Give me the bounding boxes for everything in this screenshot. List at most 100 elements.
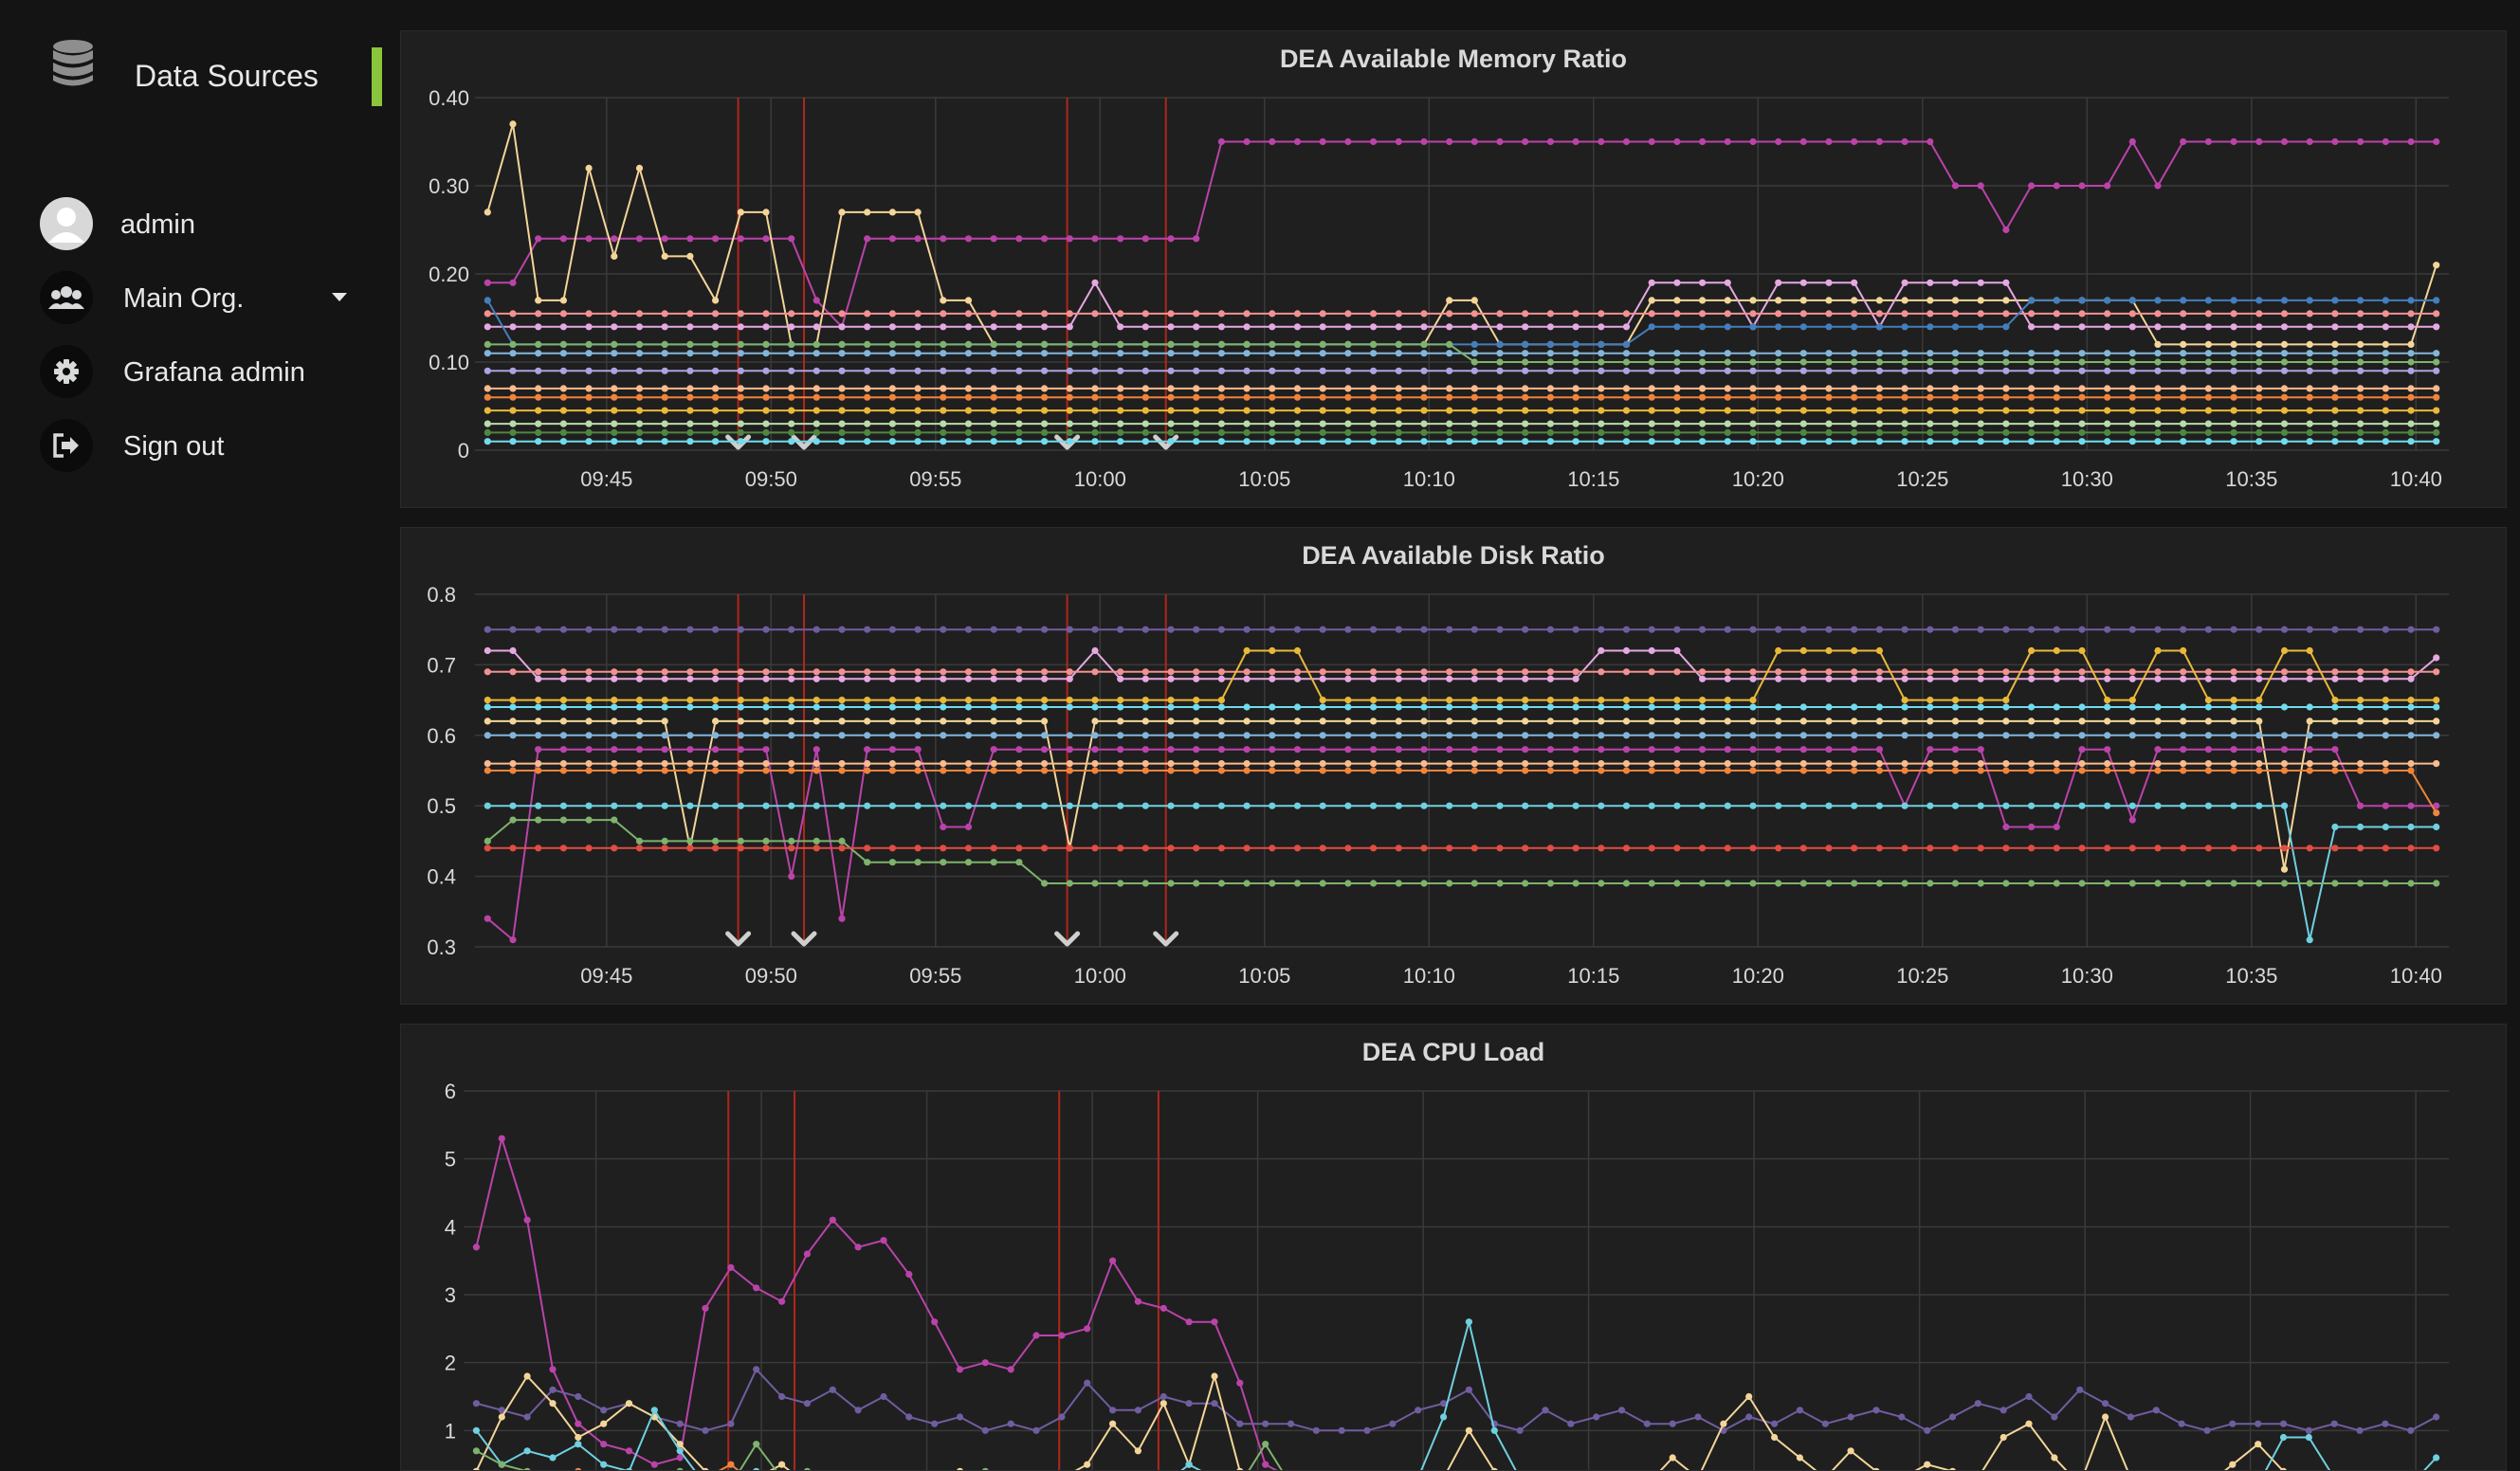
data-point [509, 279, 517, 286]
data-point [1243, 646, 1251, 655]
data-point [1673, 279, 1681, 286]
data-point [1872, 1407, 1880, 1414]
data-point [1117, 310, 1124, 318]
data-point [990, 420, 997, 427]
data-point [523, 1413, 531, 1421]
data-point [1243, 668, 1251, 676]
data-point [1648, 746, 1655, 754]
data-point [1648, 385, 1655, 392]
data-point [1395, 675, 1402, 682]
data-point [2382, 626, 2389, 633]
data-point [1901, 350, 1908, 357]
data-point [2078, 367, 2086, 374]
data-point [813, 732, 820, 739]
data-point [1141, 235, 1149, 243]
data-point [2203, 1426, 2211, 1434]
data-point [2180, 323, 2187, 331]
data-point [1799, 137, 1807, 146]
data-point [1775, 760, 1782, 768]
data-point [1598, 732, 1605, 739]
data-point [2331, 297, 2339, 304]
data-point [864, 767, 871, 774]
data-point [611, 385, 618, 392]
data-point [509, 697, 517, 704]
data-point [2433, 880, 2440, 887]
data-point [2230, 385, 2237, 392]
data-point [1319, 668, 1326, 676]
series [484, 297, 2440, 348]
data-point [838, 844, 846, 852]
data-point [2280, 767, 2289, 774]
series [484, 844, 2440, 852]
data-point [2433, 1454, 2440, 1462]
data-point [940, 703, 947, 711]
x-tick-label: 09:50 [745, 467, 797, 491]
data-point [611, 407, 618, 414]
data-point [2331, 746, 2339, 754]
data-point [2078, 407, 2086, 414]
data-point [2204, 675, 2212, 682]
data-point [1041, 350, 1049, 357]
datasources-link[interactable]: Data Sources [0, 19, 389, 106]
data-point [1058, 1413, 1066, 1421]
data-point [484, 802, 491, 809]
data-point [1370, 428, 1378, 436]
data-point [1749, 137, 1757, 146]
data-point [712, 297, 720, 304]
data-point [914, 767, 922, 774]
data-point [1243, 340, 1251, 348]
data-point [585, 385, 593, 392]
x-tick-label: 10:00 [1074, 964, 1126, 988]
data-point [838, 767, 846, 774]
data-point [509, 310, 517, 318]
org-switcher[interactable]: Main Org. [0, 263, 389, 330]
data-point [1141, 697, 1149, 704]
data-point [1875, 407, 1883, 414]
data-point [2128, 626, 2136, 633]
data-point [2230, 323, 2237, 331]
data-point [611, 732, 618, 739]
data-point [888, 859, 897, 866]
data-point [2331, 393, 2339, 401]
data-point [1522, 358, 1529, 366]
data-point [864, 323, 871, 331]
data-point [838, 340, 846, 348]
data-point [1522, 717, 1529, 725]
data-point [2306, 340, 2313, 348]
profile-link[interactable]: admin [0, 190, 389, 256]
data-point [2306, 732, 2313, 739]
data-point [1699, 393, 1707, 401]
data-point [914, 235, 922, 243]
data-point [940, 844, 947, 852]
data-point [838, 310, 846, 318]
data-point [762, 428, 770, 436]
data-point [559, 385, 567, 392]
data-point [1546, 310, 1554, 318]
data-point [1293, 428, 1302, 436]
data-point [2305, 1433, 2312, 1442]
data-point [2028, 760, 2036, 768]
data-point [1446, 350, 1453, 357]
data-point [2229, 1461, 2237, 1468]
data-point [2230, 420, 2237, 427]
data-point [1673, 703, 1681, 711]
data-point [1749, 310, 1757, 318]
data-point [1015, 385, 1023, 392]
data-point [2154, 420, 2162, 427]
data-point [981, 1467, 989, 1470]
data-point [1117, 746, 1124, 754]
data-point [788, 407, 795, 414]
sign-out-link[interactable]: Sign out [0, 411, 389, 478]
data-point [1470, 844, 1478, 852]
data-point [1015, 760, 1023, 768]
data-point [1951, 279, 1960, 286]
data-point [1875, 420, 1883, 427]
data-point [2357, 340, 2365, 348]
data-point [1749, 385, 1757, 392]
data-point [1775, 717, 1782, 725]
data-point [804, 1467, 811, 1470]
grafana-admin-link[interactable]: Grafana admin [0, 337, 389, 404]
data-point [1293, 350, 1302, 357]
data-point [940, 340, 947, 348]
data-point [2204, 297, 2212, 304]
